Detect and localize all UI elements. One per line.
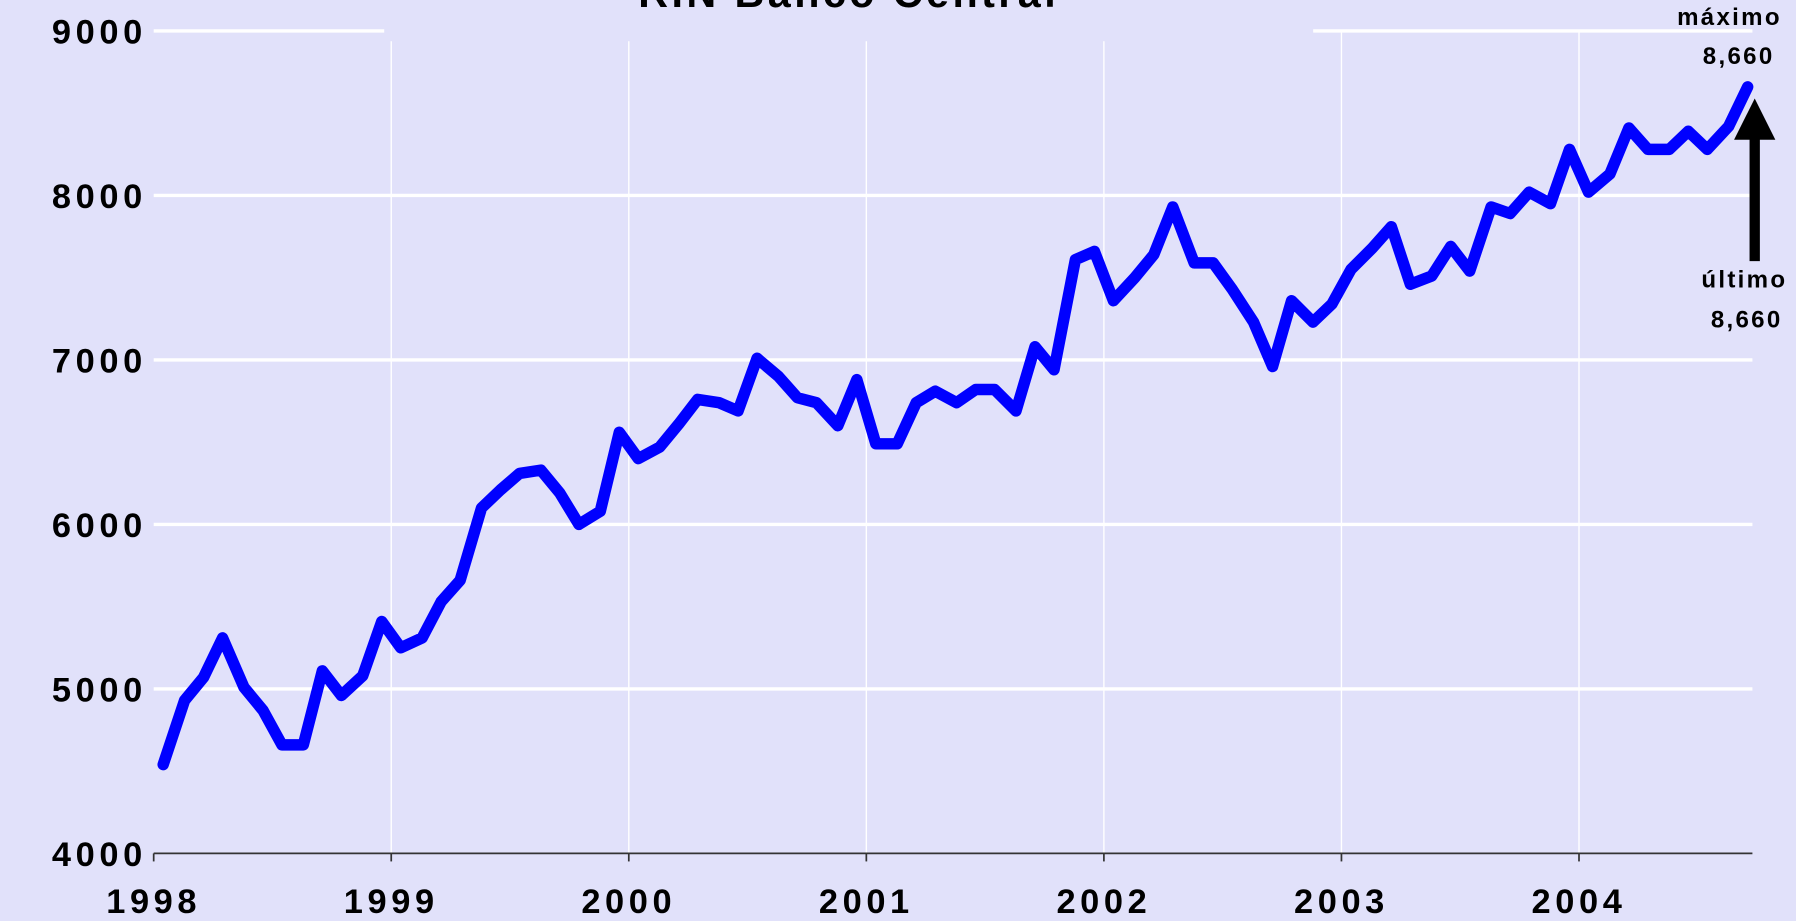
x-tick-label: 2000 (581, 883, 676, 921)
arrow-head (1734, 98, 1776, 140)
y-tick-label: 7000 (52, 343, 147, 381)
y-tick-label: 4000 (52, 836, 147, 874)
annotation: 8,660 (1711, 307, 1783, 334)
title-background (384, 0, 1314, 42)
annotation: máximo (1677, 4, 1782, 31)
x-tick-label: 1999 (344, 883, 439, 921)
y-tick-label: 9000 (52, 14, 147, 52)
x-tick-label: 2001 (819, 883, 914, 921)
x-tick-label: 2002 (1056, 883, 1151, 921)
grid (153, 29, 1753, 854)
plot: 4000 5000 6000 7000 8000 9000 1998 1999 2000 2001… (52, 14, 1754, 921)
x-tick-label: 2004 (1532, 883, 1627, 921)
x-tick-label: 1998 (106, 883, 201, 921)
annotation: 8,660 (1703, 43, 1775, 70)
y-tick-label: 6000 (52, 507, 147, 545)
y-tick-label: 8000 (52, 178, 147, 216)
chart-title: RIN Banco Central (638, 0, 1059, 16)
series-line (157, 81, 1754, 771)
annotation: último (1701, 267, 1787, 294)
y-tick-label: 5000 (52, 672, 147, 710)
x-tick-label: 2003 (1294, 883, 1389, 921)
